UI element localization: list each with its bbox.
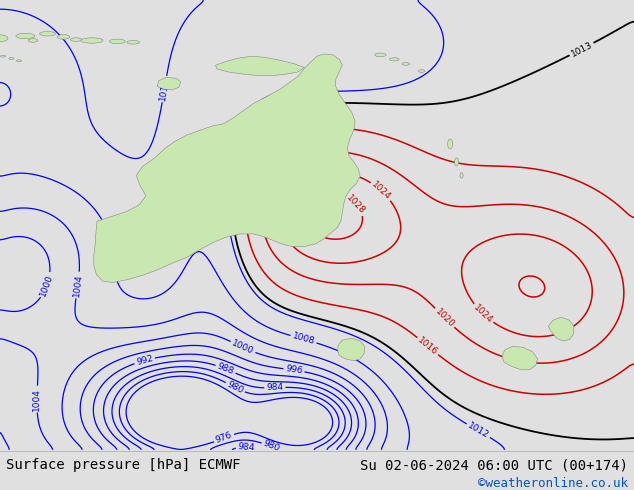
Text: 996: 996	[285, 365, 303, 376]
Text: 1013: 1013	[569, 40, 594, 58]
Polygon shape	[548, 317, 574, 341]
Polygon shape	[94, 54, 360, 283]
Text: Surface pressure [hPa] ECMWF: Surface pressure [hPa] ECMWF	[6, 458, 241, 472]
Text: 1028: 1028	[345, 193, 367, 216]
Text: 1012: 1012	[158, 77, 171, 101]
Ellipse shape	[418, 70, 425, 73]
Polygon shape	[216, 56, 304, 75]
Ellipse shape	[16, 60, 22, 62]
Ellipse shape	[9, 58, 14, 59]
Text: 984: 984	[237, 442, 256, 452]
Text: 1020: 1020	[433, 307, 456, 329]
Ellipse shape	[389, 58, 399, 61]
Text: 1000: 1000	[231, 339, 256, 356]
Text: 992: 992	[135, 354, 154, 367]
Ellipse shape	[448, 139, 453, 149]
Text: 1024: 1024	[472, 303, 495, 325]
Text: 976: 976	[214, 431, 234, 445]
Ellipse shape	[109, 39, 125, 44]
Text: 980: 980	[226, 380, 245, 395]
Ellipse shape	[28, 39, 38, 42]
Text: 988: 988	[216, 362, 235, 376]
Text: 1008: 1008	[291, 332, 316, 347]
Text: 1004: 1004	[72, 273, 84, 297]
Text: ©weatheronline.co.uk: ©weatheronline.co.uk	[477, 477, 628, 490]
Text: Su 02-06-2024 06:00 UTC (00+174): Su 02-06-2024 06:00 UTC (00+174)	[359, 458, 628, 472]
Ellipse shape	[127, 41, 139, 44]
Ellipse shape	[81, 38, 103, 43]
Text: 1024: 1024	[370, 180, 393, 202]
Ellipse shape	[402, 63, 410, 65]
Ellipse shape	[455, 158, 458, 166]
Text: 1000: 1000	[39, 273, 55, 297]
Text: 1016: 1016	[416, 335, 439, 357]
Ellipse shape	[1, 55, 6, 57]
Ellipse shape	[460, 173, 463, 178]
Text: 1004: 1004	[32, 388, 42, 411]
Text: 984: 984	[266, 383, 283, 392]
Text: 980: 980	[262, 439, 281, 454]
Ellipse shape	[70, 38, 82, 41]
Ellipse shape	[0, 35, 8, 42]
Polygon shape	[157, 77, 181, 90]
Ellipse shape	[39, 31, 56, 36]
Ellipse shape	[375, 53, 386, 57]
Polygon shape	[338, 338, 365, 361]
Ellipse shape	[57, 35, 70, 39]
Polygon shape	[502, 346, 538, 370]
Text: 1012: 1012	[466, 421, 491, 441]
Ellipse shape	[16, 33, 35, 39]
